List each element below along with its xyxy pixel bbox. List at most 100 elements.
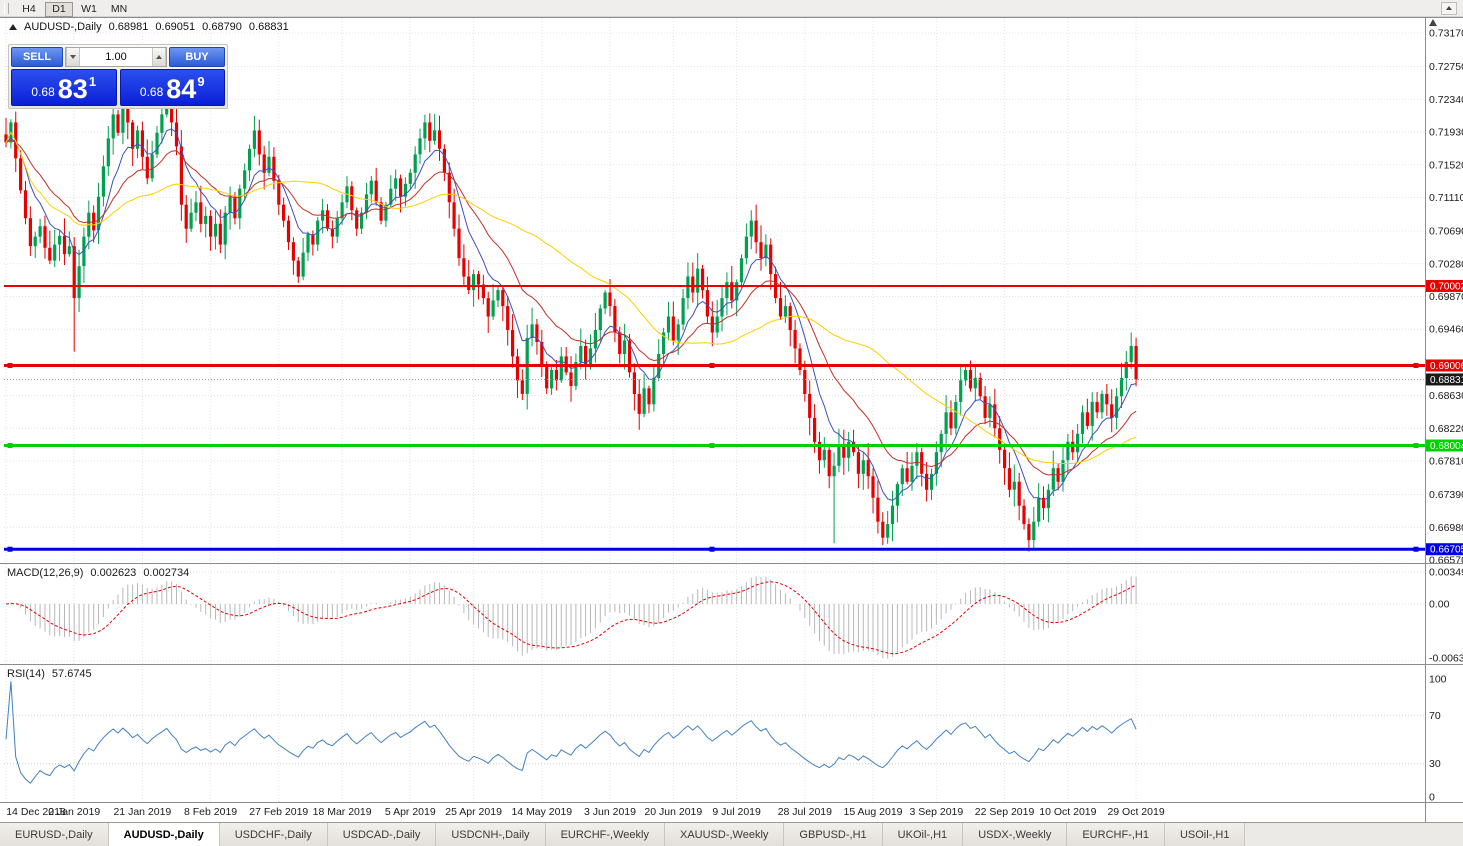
svg-text:18 Mar 2019: 18 Mar 2019: [313, 806, 372, 818]
chart-tab-eurchf-weekly[interactable]: EURCHF-,Weekly: [545, 823, 665, 846]
chart-tab-ukoil-h1[interactable]: UKOil-,H1: [882, 823, 964, 846]
volume-input[interactable]: [80, 48, 152, 66]
svg-text:0.66705: 0.66705: [1430, 545, 1463, 556]
buy-price-sup: 9: [197, 74, 205, 89]
svg-text:100: 100: [1429, 674, 1447, 686]
svg-text:20 Jun 2019: 20 Jun 2019: [644, 806, 702, 818]
chart-marker-icon: [1429, 19, 1437, 26]
svg-text:0.69006: 0.69006: [1430, 361, 1463, 372]
hline-handle[interactable]: [709, 362, 715, 368]
svg-text:15 Aug 2019: 15 Aug 2019: [844, 806, 903, 818]
toolbar-grip-handle[interactable]: [4, 2, 9, 14]
chart-tab-bar: EURUSD-,Daily AUDUSD-,Daily USDCHF-,Daily U…: [0, 822, 1463, 846]
svg-text:22 Sep 2019: 22 Sep 2019: [975, 806, 1035, 818]
sell-price-sup: 1: [88, 74, 97, 89]
svg-text:0.70002: 0.70002: [1430, 281, 1463, 292]
chart-tab-usdx-weekly[interactable]: USDX-,Weekly: [963, 823, 1068, 846]
chevron-up-icon: [1446, 6, 1452, 10]
one-click-collapse-icon[interactable]: [9, 24, 17, 30]
hline-handle[interactable]: [1413, 362, 1419, 368]
hline-handle[interactable]: [1413, 546, 1419, 552]
volume-increase-button[interactable]: [152, 48, 166, 66]
chart-tab-usdchf-daily[interactable]: USDCHF-,Daily: [219, 823, 328, 846]
svg-text:0.68004: 0.68004: [1430, 441, 1463, 452]
chart-tab-label: USDCAD-,Daily: [342, 828, 421, 841]
candlestick-series: [4, 81, 1138, 552]
timeframe-button-d1[interactable]: D1: [45, 1, 73, 17]
hline-handle[interactable]: [1413, 442, 1419, 448]
timeframe-button-h4[interactable]: H4: [15, 2, 43, 17]
chart-tab-label: EURUSD-,Daily: [15, 828, 93, 841]
buy-price-display[interactable]: 0.68 84 9: [119, 69, 225, 106]
ma-slow-line: [5, 131, 1137, 464]
svg-text:70: 70: [1429, 710, 1441, 722]
svg-text:2 Jan 2019: 2 Jan 2019: [48, 806, 100, 818]
hline-0.68004[interactable]: [4, 442, 1425, 448]
svg-text:3 Sep 2019: 3 Sep 2019: [910, 806, 964, 818]
hline-0.69006[interactable]: [4, 362, 1425, 368]
chart-tab-xauusd-weekly[interactable]: XAUUSD-,Weekly: [664, 823, 785, 846]
svg-text:0.71110: 0.71110: [1429, 192, 1463, 204]
chart-restore-button[interactable]: [1441, 1, 1457, 15]
chart-tab-usdcad-daily[interactable]: USDCAD-,Daily: [327, 823, 437, 846]
price-badge-0.69006: 0.69006: [1426, 359, 1463, 372]
svg-text:3 Jun 2019: 3 Jun 2019: [584, 806, 636, 818]
rsi-indicator: [5, 681, 1137, 784]
hline-handle[interactable]: [7, 442, 13, 448]
hline-handle[interactable]: [709, 546, 715, 552]
hline-0.66705[interactable]: [4, 546, 1425, 552]
sell-price-display[interactable]: 0.68 83 1: [11, 69, 117, 106]
hline-handle[interactable]: [709, 442, 715, 448]
rsi-name: RSI(14): [7, 668, 45, 680]
buy-price-prefix: 0.68: [139, 85, 164, 99]
chart-background: [0, 17, 1463, 823]
chart-tab-label: USDX-,Weekly: [978, 828, 1052, 841]
triangle-down-icon: [70, 55, 76, 59]
timeframe-buttons: H4 D1 W1 MN: [15, 0, 135, 17]
svg-text:0.68831: 0.68831: [1430, 375, 1463, 386]
macd-indicator: [5, 576, 1137, 659]
chart-tab-label: USDCHF-,Daily: [234, 828, 312, 841]
chart-tab-label: AUDUSD-,Daily: [123, 828, 204, 841]
chart-high-value: 0.69051: [155, 21, 196, 33]
timeframe-button-mn[interactable]: MN: [105, 2, 133, 17]
timeframe-button-w1[interactable]: W1: [75, 2, 103, 17]
chart-tab-audusd-daily[interactable]: AUDUSD-,Daily: [108, 823, 220, 846]
volume-decrease-button[interactable]: [66, 48, 80, 66]
one-click-prices: 0.68 83 1 0.68 84 9: [11, 69, 225, 106]
rsi-value: 57.6745: [51, 668, 92, 680]
hline-handle[interactable]: [7, 546, 13, 552]
toolbar-right: [1441, 1, 1457, 15]
triangle-up-icon: [156, 55, 162, 59]
buy-button[interactable]: BUY: [169, 47, 225, 67]
chart-open-value: 0.68981: [108, 21, 149, 33]
ma-mid-line: [5, 139, 1137, 476]
buy-price-big: 84: [166, 74, 197, 104]
chart-tab-eurusd-daily[interactable]: EURUSD-,Daily: [0, 823, 109, 846]
chart-tab-usoil-h1[interactable]: USOil-,H1: [1164, 823, 1246, 846]
chart-tab-usdcnh-daily[interactable]: USDCNH-,Daily: [436, 823, 546, 846]
svg-text:14 May 2019: 14 May 2019: [511, 806, 572, 818]
price-badge-0.68831: 0.68831: [1426, 373, 1463, 386]
chart-close-value: 0.68831: [248, 21, 289, 33]
svg-text:27 Feb 2019: 27 Feb 2019: [249, 806, 308, 818]
svg-text:9 Jul 2019: 9 Jul 2019: [712, 806, 761, 818]
sell-button[interactable]: SELL: [11, 47, 63, 67]
svg-text:21 Jan 2019: 21 Jan 2019: [113, 806, 171, 818]
svg-text:25 Apr 2019: 25 Apr 2019: [445, 806, 502, 818]
volume-control: [65, 47, 167, 67]
price-badge-0.70002: 0.70002: [1426, 279, 1463, 292]
chart-tab-eurchf-h1[interactable]: EURCHF-,H1: [1067, 823, 1165, 846]
hline-handle[interactable]: [7, 362, 13, 368]
chart-tab-gbpusd-h1[interactable]: GBPUSD-,H1: [784, 823, 883, 846]
